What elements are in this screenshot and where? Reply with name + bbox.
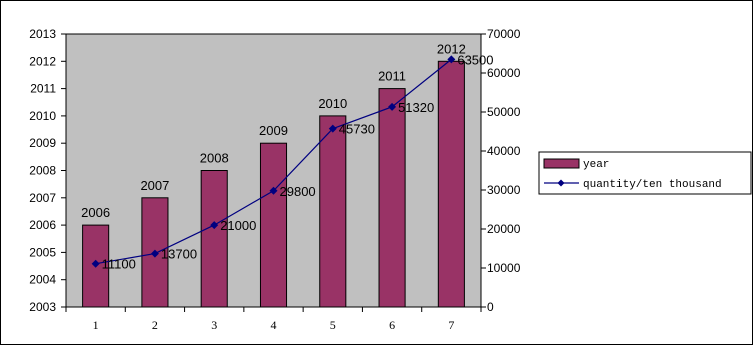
line-data-label: 51320 — [398, 100, 434, 115]
x-axis-tick-label: 5 — [330, 318, 336, 332]
right-axis-tick-label: 10000 — [487, 261, 521, 275]
legend-label: quantity/ten thousand — [583, 179, 722, 191]
right-axis-tick-label: 70000 — [487, 27, 521, 41]
line-point — [388, 102, 397, 111]
left-y-axis: 2003 2004 2005 2006 2007 2008 2009 2010 2011 2012… — [29, 27, 66, 314]
x-axis: 1 2 3 4 5 6 7 — [65, 307, 482, 332]
right-axis-tick-label: 30000 — [487, 183, 521, 197]
left-axis-tick-label: 2006 — [29, 218, 56, 232]
bar — [437, 60, 465, 308]
right-axis-tick-label: 40000 — [487, 144, 521, 158]
line-data-label: 21000 — [220, 218, 256, 233]
bar-series — [82, 60, 465, 308]
left-axis-tick-label: 2012 — [29, 54, 56, 68]
line-point — [210, 221, 219, 230]
x-axis-tick-label: 7 — [448, 318, 454, 332]
x-axis-tick-label: 6 — [389, 318, 395, 332]
bar-data-labels: 2006 2007 2008 2009 2010 2011 2012 — [81, 41, 466, 220]
line-data-labels: 11100 13700 21000 29800 45730 51320 63500 — [102, 52, 494, 271]
line-data-label: 11100 — [102, 257, 136, 272]
bar-data-label: 2011 — [378, 69, 406, 84]
bar-data-label: 2009 — [259, 123, 288, 138]
line-series — [91, 55, 456, 268]
bar-data-label: 2007 — [140, 178, 169, 193]
line-data-label: 29800 — [280, 184, 316, 199]
line-point — [91, 259, 100, 268]
line-point — [447, 55, 456, 64]
line-point — [269, 186, 278, 195]
x-axis-tick-label: 1 — [93, 318, 99, 332]
left-axis-tick-label: 2007 — [29, 191, 56, 205]
left-axis-tick-label: 2010 — [29, 109, 56, 123]
legend-swatch-bar — [543, 158, 580, 169]
line-data-label: 45730 — [339, 122, 375, 137]
bar-data-label: 2008 — [200, 151, 229, 166]
x-axis-tick-label: 2 — [152, 318, 158, 332]
bar-data-label: 2006 — [81, 205, 110, 220]
bar — [259, 142, 288, 308]
left-axis-tick-label: 2011 — [30, 82, 56, 96]
left-axis-tick-label: 2009 — [29, 136, 56, 150]
left-axis-tick-label: 2013 — [29, 27, 56, 41]
right-axis-tick-label: 0 — [487, 300, 494, 314]
x-axis-tick-label: 4 — [271, 318, 277, 332]
legend-swatch-marker — [557, 179, 565, 187]
right-axis-tick-label: 60000 — [487, 66, 521, 80]
left-axis-tick-label: 2005 — [29, 245, 56, 259]
line-point — [150, 249, 159, 258]
line-data-label: 13700 — [161, 247, 197, 262]
legend: year quantity/ten thousand — [538, 151, 752, 195]
right-axis-tick-label: 50000 — [487, 105, 521, 119]
line-data-label: 63500 — [457, 52, 493, 67]
bar-data-label: 2010 — [318, 96, 347, 111]
bar — [141, 197, 169, 308]
bar — [378, 88, 406, 308]
left-axis-tick-label: 2004 — [29, 273, 56, 287]
left-axis-tick-label: 2003 — [29, 300, 56, 314]
bar-data-label: 2012 — [437, 41, 466, 56]
x-axis-tick-label: 3 — [211, 318, 217, 332]
legend-label: year — [583, 159, 609, 171]
bar — [319, 115, 347, 308]
right-axis-tick-label: 20000 — [487, 222, 521, 236]
right-y-axis: 0 10000 20000 30000 40000 50000 60000 70000 — [481, 27, 521, 314]
left-axis-tick-label: 2008 — [29, 164, 56, 178]
line-point — [328, 124, 337, 133]
bar — [200, 170, 228, 308]
